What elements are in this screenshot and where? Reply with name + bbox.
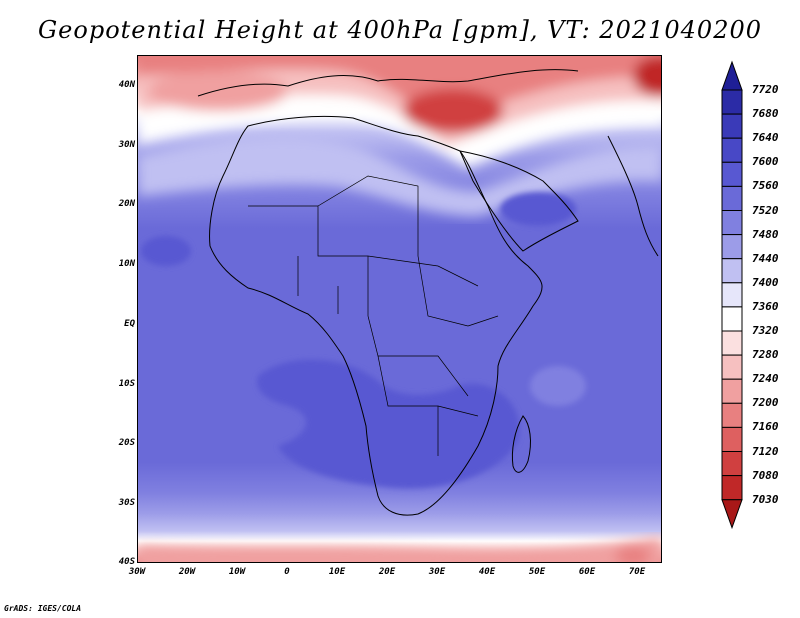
colorbar-label: 7680 bbox=[752, 107, 779, 121]
east-low-core bbox=[633, 56, 661, 96]
india-coast bbox=[607, 135, 659, 257]
lat-label-10s: 10S bbox=[118, 379, 135, 389]
colorbar-label: 7560 bbox=[752, 179, 779, 193]
colorbar-label: 7030 bbox=[752, 492, 779, 506]
colorbar-label: 7720 bbox=[752, 83, 779, 96]
lon-label-30e: 30E bbox=[428, 567, 446, 577]
colorbar-swatch bbox=[721, 234, 743, 260]
lon-label-10w: 10W bbox=[228, 567, 246, 577]
colorbar-label: 7280 bbox=[752, 348, 779, 362]
arabia-high bbox=[500, 192, 576, 226]
map-title: Geopotential Height at 400hPa [gpm], VT:… bbox=[38, 16, 762, 44]
southern-africa-high bbox=[257, 359, 520, 489]
colorbar-swatch bbox=[721, 89, 743, 115]
lat-label-30n: 30N bbox=[118, 140, 135, 150]
colorbar-swatch bbox=[721, 451, 743, 477]
lon-label-20e: 20E bbox=[378, 567, 396, 577]
colorbar-swatch bbox=[721, 475, 743, 501]
lon-label-10e: 10E bbox=[328, 567, 346, 577]
colorbar-swatch bbox=[721, 113, 743, 139]
colorbar-swatch bbox=[721, 185, 743, 212]
colorbar-swatch bbox=[721, 258, 743, 284]
lon-label-70e: 70E bbox=[628, 567, 646, 577]
southern-pink-band bbox=[138, 536, 661, 562]
lat-label-30s: 30S bbox=[118, 498, 135, 508]
colorbar-swatch bbox=[721, 330, 743, 356]
colorbar-label: 7480 bbox=[752, 227, 779, 241]
colorbar-swatch bbox=[721, 137, 743, 163]
colorbar-swatch bbox=[721, 161, 743, 187]
colorbar-swatch bbox=[721, 378, 743, 404]
colorbar-swatch bbox=[721, 306, 743, 332]
colorbar-label: 7240 bbox=[752, 372, 779, 386]
lat-label-40s: 40S bbox=[118, 557, 135, 567]
colorbar-top-arrow bbox=[721, 60, 743, 91]
lat-label-eq: EQ bbox=[124, 319, 135, 329]
lat-label-40n: 40N bbox=[118, 80, 135, 90]
colorbar-label: 7440 bbox=[752, 251, 779, 265]
madagascar bbox=[511, 415, 531, 473]
country-borders bbox=[248, 175, 499, 456]
colorbar-label: 7600 bbox=[752, 155, 779, 169]
southeast-low bbox=[615, 546, 651, 562]
lon-label-60e: 60E bbox=[578, 567, 596, 577]
colorbar-label: 7360 bbox=[752, 299, 779, 313]
colorbar-label: 7520 bbox=[752, 203, 779, 217]
geopotential-map bbox=[137, 55, 662, 563]
colorbar-swatch bbox=[721, 282, 743, 308]
lon-label-40e: 40E bbox=[478, 567, 496, 577]
colorbar-label: 7160 bbox=[752, 420, 779, 434]
coastlines bbox=[197, 69, 659, 516]
northern-red-band bbox=[138, 56, 661, 126]
lat-label-10n: 10N bbox=[118, 259, 135, 269]
colorbar-swatch bbox=[721, 426, 743, 452]
trough-core bbox=[403, 89, 503, 133]
lat-label-20s: 20S bbox=[118, 438, 135, 448]
lon-label-30w: 30W bbox=[128, 567, 146, 577]
lon-label-50e: 50E bbox=[528, 567, 546, 577]
colorbar-label: 7640 bbox=[752, 131, 779, 145]
europe-coast bbox=[197, 69, 579, 97]
colorbar-label: 7400 bbox=[752, 275, 779, 289]
west-pink-low bbox=[148, 71, 288, 111]
lon-label-20w: 20W bbox=[178, 567, 196, 577]
colorbar-label: 7120 bbox=[752, 444, 779, 458]
colorbar-label: 7080 bbox=[752, 468, 779, 482]
indian-ocean-high bbox=[530, 366, 586, 406]
lat-label-20n: 20N bbox=[118, 199, 135, 209]
arabian-peninsula bbox=[459, 150, 579, 252]
colorbar-bottom-arrow bbox=[721, 499, 743, 530]
lon-label-0: 0 bbox=[284, 567, 290, 577]
grads-credit: GrADS: IGES/COLA bbox=[4, 604, 82, 613]
colorbar-swatch bbox=[721, 402, 743, 428]
africa-coastline bbox=[209, 115, 543, 516]
westafrica-high bbox=[141, 236, 191, 266]
colorbar-label: 7200 bbox=[752, 396, 779, 410]
colorbar-swatch bbox=[721, 354, 743, 380]
colorbar-label: 7320 bbox=[752, 324, 779, 337]
colorbar bbox=[721, 60, 743, 530]
colorbar-swatch bbox=[721, 210, 743, 236]
